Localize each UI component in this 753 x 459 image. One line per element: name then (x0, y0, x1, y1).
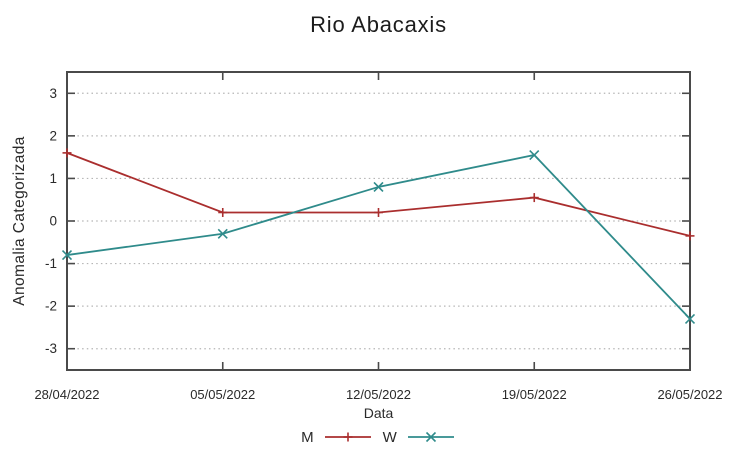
legend-label-M: M (301, 428, 314, 446)
legend-item-M: M (301, 429, 373, 446)
plot-border (66, 71, 691, 371)
series-line-M (66, 152, 691, 237)
series-line-W (66, 154, 691, 320)
y-tick-label: -3 (45, 341, 57, 356)
y-tick-label: -1 (45, 256, 57, 271)
marker-cross (373, 181, 384, 193)
x-tick-labels: 28/04/2022 05/05/2022 12/05/2022 19/05/2022… (34, 387, 722, 402)
x-tick-label: 12/05/2022 (346, 387, 411, 402)
x-tick-label: 26/05/2022 (657, 387, 722, 402)
x-axis-label: Data (363, 405, 394, 421)
series-M (62, 148, 695, 241)
series-W (61, 149, 696, 324)
gridlines (68, 92, 689, 350)
marker-cross (684, 313, 696, 324)
y-tick-labels: -3 -2 -1 0 1 2 3 (45, 86, 57, 356)
marker-cross (425, 431, 436, 443)
y-axis-label: Anomalia Categorizada (11, 136, 28, 306)
legend-sample-M (324, 432, 371, 442)
marker-cross (61, 249, 73, 261)
chart-title: Rio Abacaxis (310, 12, 447, 37)
y-tick-label: -2 (45, 299, 57, 314)
legend-sample-W (407, 431, 454, 443)
legend-label-W: W (382, 428, 397, 446)
legend-item-W: W (383, 429, 456, 446)
y-tick-label: 2 (49, 128, 57, 143)
x-tick-label: 28/04/2022 (34, 387, 99, 402)
marker-cross (217, 228, 228, 239)
marker-cross (529, 149, 540, 161)
y-tick-label: 0 (49, 214, 57, 229)
y-tick-label: 3 (49, 86, 57, 101)
x-tick-label: 19/05/2022 (502, 387, 567, 402)
y-tick-label: 1 (49, 171, 57, 186)
x-tick-label: 05/05/2022 (190, 387, 255, 402)
